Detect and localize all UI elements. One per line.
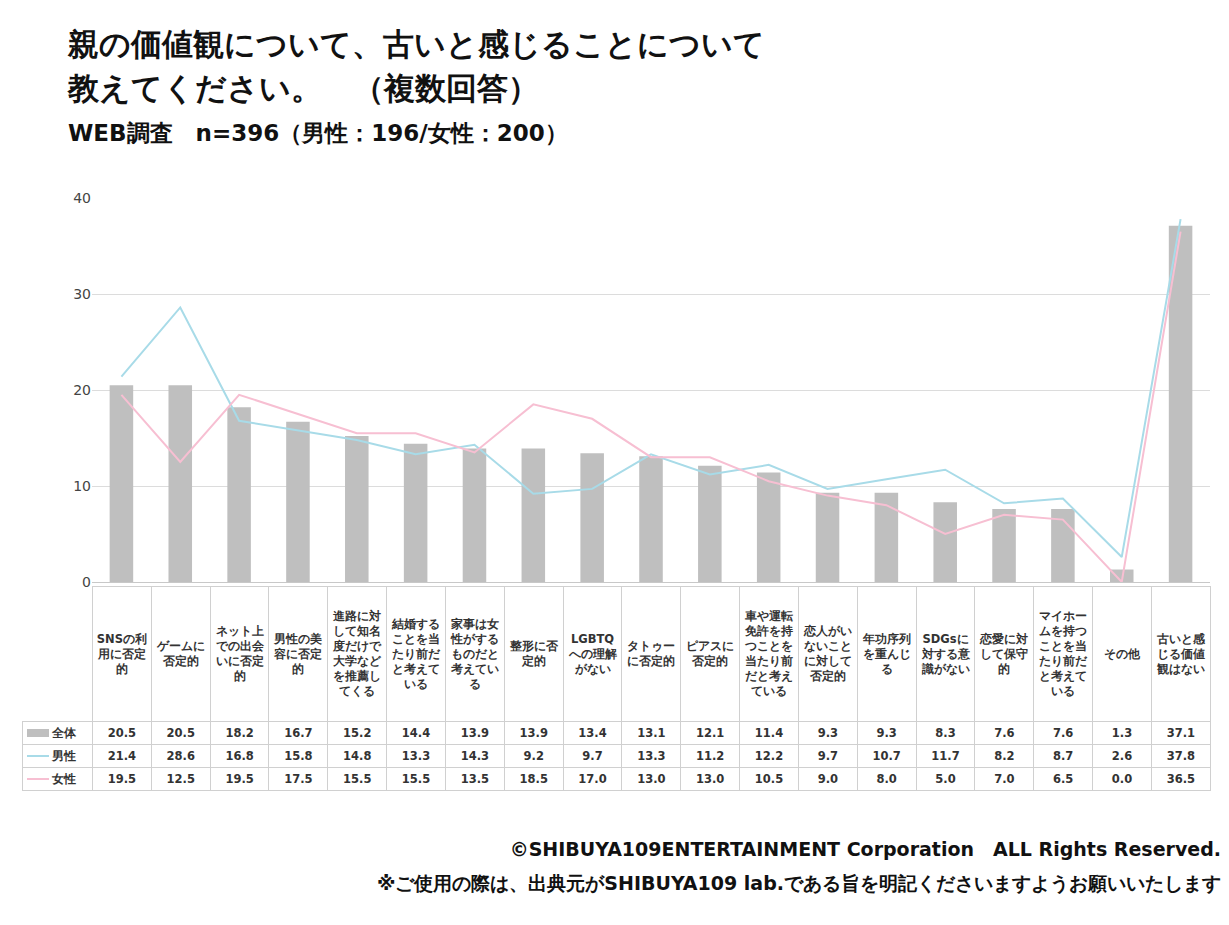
html-text:37.8: 37.8 xyxy=(1166,749,1195,763)
html-text:7.0: 7.0 xyxy=(994,772,1015,786)
html-text:マイホームを持つことを当たり前だと考えている: マイホームを持つことを当たり前だと考えている xyxy=(1039,609,1088,698)
html-text:16.8: 16.8 xyxy=(225,749,254,763)
html-text:36.5: 36.5 xyxy=(1166,772,1195,786)
html-text:0.0: 0.0 xyxy=(1111,772,1133,786)
html-text:ピアスに否定的: ピアスに否定的 xyxy=(686,639,735,668)
html-text:10.7: 10.7 xyxy=(872,749,901,763)
html-text:©SHIBUYA109ENTERTAINMENT Corpo: ©SHIBUYA109ENTERTAINMENT Corporation ALL… xyxy=(509,838,1221,860)
svg-text:0: 0 xyxy=(82,574,91,590)
svg-text:20: 20 xyxy=(73,382,91,398)
html-text:恋人がいないことに対して否定的: 恋人がいないことに対して否定的 xyxy=(803,624,852,683)
html-text:9.2: 9.2 xyxy=(523,749,544,763)
html-text:11.2: 11.2 xyxy=(696,749,725,763)
html-text:28.6: 28.6 xyxy=(166,749,195,763)
html-text:9.7: 9.7 xyxy=(817,749,838,763)
html-text:恋愛に対して保守的: 恋愛に対して保守的 xyxy=(980,631,1029,676)
svg-text:30: 30 xyxy=(73,286,91,302)
html-text:古いと感じる価値観はない: 古いと感じる価値観はない xyxy=(1156,631,1205,676)
html-text:13.5: 13.5 xyxy=(460,772,490,786)
html-text:9.7: 9.7 xyxy=(582,749,603,763)
html-text:WEB調査 n=396（男性：196/女性：200）: WEB調査 n=396（男性：196/女性：200） xyxy=(68,120,568,146)
svg-text:40: 40 xyxy=(73,190,91,206)
html-text:整形に否定的: 整形に否定的 xyxy=(509,639,558,668)
html-text:女性: 女性 xyxy=(52,771,76,786)
html-text:全体: 全体 xyxy=(52,725,76,740)
html-text:13.3: 13.3 xyxy=(401,749,431,763)
html-text:ネット上での出会いに否定的: ネット上での出会いに否定的 xyxy=(215,624,264,683)
html-text:15.5: 15.5 xyxy=(343,772,372,786)
html-text:SNSの利用に否定的: SNSの利用に否定的 xyxy=(96,631,147,676)
html-text:その他: その他 xyxy=(1104,646,1140,661)
html-text:15.8: 15.8 xyxy=(284,749,313,763)
html-text:7.6: 7.6 xyxy=(1053,726,1074,740)
html-text:8.3: 8.3 xyxy=(935,726,956,740)
html-text:14.4: 14.4 xyxy=(401,726,431,740)
html-text:13.1: 13.1 xyxy=(637,726,666,740)
html-text:12.5: 12.5 xyxy=(166,772,195,786)
html-text:16.7: 16.7 xyxy=(284,726,313,740)
html-text:20.5: 20.5 xyxy=(166,726,195,740)
html-text:13.9: 13.9 xyxy=(460,726,490,740)
html-text:12.1: 12.1 xyxy=(696,726,725,740)
html-text:14.8: 14.8 xyxy=(343,749,372,763)
html-text:15.2: 15.2 xyxy=(343,726,372,740)
html-text:19.5: 19.5 xyxy=(107,772,137,786)
html-text:18.2: 18.2 xyxy=(225,726,254,740)
html-text:8.2: 8.2 xyxy=(994,749,1015,763)
html-text:10.5: 10.5 xyxy=(754,772,784,786)
html-text:8.0: 8.0 xyxy=(876,772,897,786)
html-text:6.5: 6.5 xyxy=(1053,772,1074,786)
html-text:LGBTQへの理解がない: LGBTQへの理解がない xyxy=(568,631,617,676)
html-text:17.0: 17.0 xyxy=(578,772,607,786)
html-text:13.4: 13.4 xyxy=(578,726,607,740)
html-text:9.3: 9.3 xyxy=(817,726,838,740)
html-text:男性: 男性 xyxy=(52,748,76,763)
html-text:7.6: 7.6 xyxy=(994,726,1015,740)
html-text:5.0: 5.0 xyxy=(935,772,956,786)
html-text:13.3: 13.3 xyxy=(637,749,666,763)
html-text:8.7: 8.7 xyxy=(1053,749,1074,763)
html-text:9.0: 9.0 xyxy=(817,772,838,786)
html-text:20.5: 20.5 xyxy=(107,726,137,740)
html-text:ゲームに否定的: ゲームに否定的 xyxy=(156,639,205,668)
html-text:※ご使用の際は、出典元がSHIBUYA109 lab.である: ※ご使用の際は、出典元がSHIBUYA109 lab.である旨を明記くださいます… xyxy=(376,872,1221,894)
html-text:18.5: 18.5 xyxy=(519,772,548,786)
html-text:21.4: 21.4 xyxy=(107,749,137,763)
html-text:9.3: 9.3 xyxy=(876,726,897,740)
html-text:進路に対して知名度だけで大学などを推薦してくる: 進路に対して知名度だけで大学などを推薦してくる xyxy=(333,609,382,698)
html-text:家事は女性がするものだと考えている: 家事は女性がするものだと考えている xyxy=(450,616,499,691)
html-text:13.9: 13.9 xyxy=(519,726,548,740)
html-text:37.1: 37.1 xyxy=(1166,726,1195,740)
html-text:年功序列を重んじる: 年功序列を重んじる xyxy=(862,631,911,676)
html-text:13.0: 13.0 xyxy=(637,772,666,786)
html-text:11.7: 11.7 xyxy=(931,749,960,763)
html-text:13.0: 13.0 xyxy=(696,772,725,786)
html-text:14.3: 14.3 xyxy=(460,749,490,763)
html-text:タトゥーに否定的: タトゥーに否定的 xyxy=(627,639,676,668)
html-text:15.5: 15.5 xyxy=(401,772,431,786)
html-text:17.5: 17.5 xyxy=(284,772,313,786)
html-text:車や運転免許を持つことを当たり前だと考えている: 車や運転免許を持つことを当たり前だと考えている xyxy=(745,609,793,698)
html-text:19.5: 19.5 xyxy=(225,772,254,786)
html-text:12.2: 12.2 xyxy=(754,749,784,763)
html-text:11.4: 11.4 xyxy=(754,726,784,740)
html-text:1.3: 1.3 xyxy=(1111,726,1133,740)
html-text:男性の美容に否定的: 男性の美容に否定的 xyxy=(274,631,323,676)
html-text:2.6: 2.6 xyxy=(1111,749,1133,763)
html-text:親の価値観について、古いと感じることについて 教えてください: 親の価値観について、古いと感じることについて 教えてください。 （複数回答） xyxy=(68,26,765,106)
html-text:SDGsに対する意識がない: SDGsに対する意識がない xyxy=(921,631,970,676)
svg-text:10: 10 xyxy=(73,478,91,494)
html-text:結婚することを当たり前だと考えている: 結婚することを当たり前だと考えている xyxy=(392,616,440,691)
